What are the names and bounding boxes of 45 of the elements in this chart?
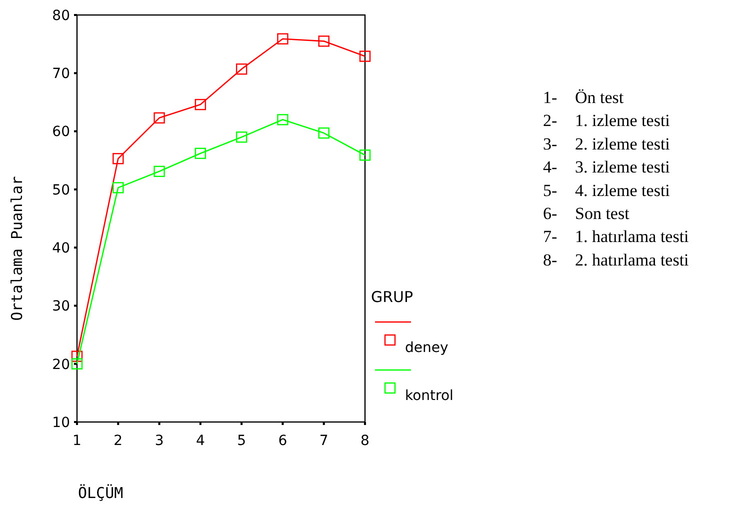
x-tick-label: 4 [196, 433, 205, 449]
text: 2- 1. izleme testi [543, 111, 670, 130]
y-tick-label: 20 [52, 356, 70, 373]
y-tick-label: 70 [52, 66, 70, 82]
x-tick-label: 3 [154, 433, 164, 449]
point [194, 148, 206, 159]
point [236, 132, 248, 143]
legend-label: kontrol [405, 388, 454, 404]
y-tick-label: 40 [52, 240, 70, 256]
point [71, 350, 83, 362]
x-tick-label: 5 [237, 433, 246, 449]
y-tick-label: 80 [52, 8, 70, 24]
point [154, 166, 165, 178]
x-tick-label: 2 [114, 433, 123, 449]
y-tick-label: 10 [52, 414, 70, 431]
x-tick-label: 1 [72, 433, 82, 449]
point [112, 182, 124, 194]
point [112, 153, 124, 164]
x-axis-title: ÖLÇÜM [78, 484, 124, 502]
text: 5- 4. izleme testi [543, 180, 670, 200]
point [154, 112, 165, 124]
text: 6- Son test [543, 204, 630, 223]
y-axis-title: Ortalama Puanlar [8, 176, 26, 321]
point [277, 33, 288, 44]
legend-label: deney [405, 340, 448, 356]
y-tick-label: 50 [52, 182, 70, 198]
y-tick-label: 60 [52, 124, 70, 140]
x-tick-label: 8 [360, 433, 370, 449]
point [236, 63, 248, 75]
text: 4- 3. izleme testi [543, 158, 670, 177]
point [277, 114, 288, 126]
point [194, 98, 206, 110]
point [359, 50, 371, 62]
text: 8- 2. hatırlama testi [543, 250, 690, 270]
point [318, 127, 330, 139]
x-tick-label: 6 [278, 433, 288, 449]
legend-title: GRUP [371, 288, 414, 306]
point [318, 36, 330, 47]
y-tick-label: 30 [52, 298, 70, 315]
x-tick-label: 7 [319, 433, 328, 449]
text: 7- 1. hatırlama testi [543, 227, 690, 246]
text: 3- 2. izleme testi [543, 134, 670, 154]
point [359, 150, 371, 161]
text: 1- Ön test [543, 88, 624, 107]
point [71, 358, 83, 370]
